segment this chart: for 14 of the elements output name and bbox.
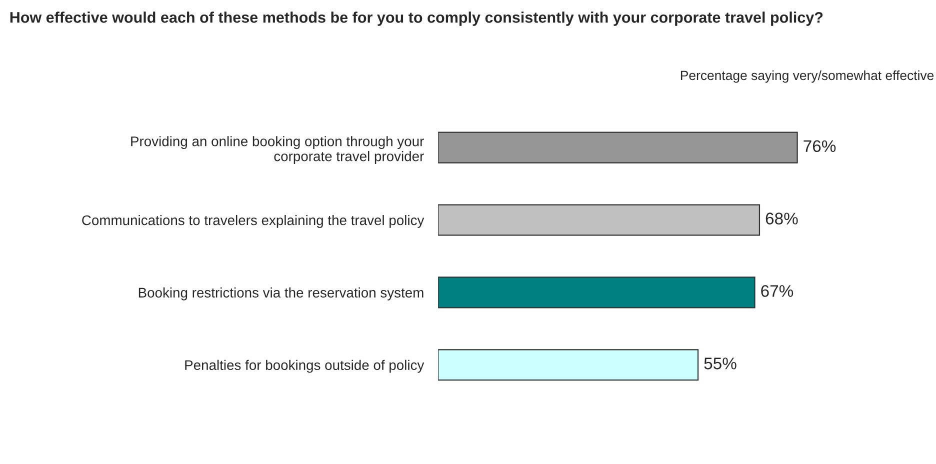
data-label: 67% [761, 285, 794, 297]
bar [438, 204, 760, 236]
bar [438, 132, 798, 164]
bar [438, 276, 756, 308]
y-tick-label: Communications to travelers explaining the travel policy [82, 214, 424, 228]
y-tick-label: Providing an online booking option through your corporate travel provider [131, 136, 424, 164]
data-label: 55% [704, 358, 736, 370]
data-label: 68% [766, 212, 798, 224]
bar [438, 349, 699, 381]
chart-title: How effective would each of these methods be for you to comply consistently with your corporate travel policy? [10, 12, 823, 26]
chart-subtitle: Percentage saying very/somewhat effective [680, 70, 934, 83]
y-tick-label: Booking restrictions via the reservation system [138, 287, 424, 300]
data-label: 76% [804, 140, 836, 152]
y-tick-label: Penalties for bookings outside of policy [185, 360, 424, 373]
